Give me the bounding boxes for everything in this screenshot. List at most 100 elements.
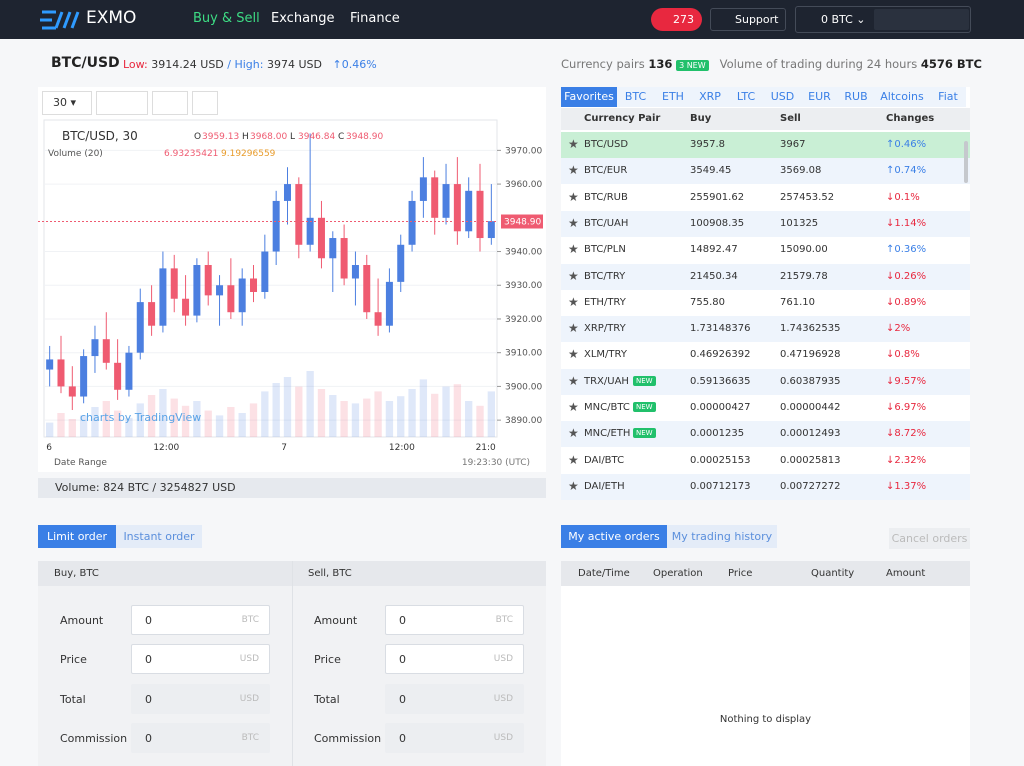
fullscreen-button[interactable] [192,91,218,115]
cancel-button[interactable]: Cancel orders [889,528,970,549]
sell: 3967 [780,139,806,150]
input[interactable]: 0 USD [385,644,524,675]
candle-body [374,312,382,326]
chart-type-button[interactable] [96,91,148,115]
favorite-star: ★ [568,163,579,178]
y-tick-label: 3920.00 [505,315,542,325]
account-box [874,9,969,30]
tab[interactable]: Instant order [116,525,202,548]
buy: 0.00025153 [690,454,751,466]
volume-bar [317,389,326,437]
market-tab[interactable]: XRP [692,87,728,107]
y-tick-label: 3960.00 [505,180,542,190]
candle-body [238,278,246,313]
favorite-star: ★ [568,426,579,441]
order-form: Buy, BTC Amount 0 BTC Price 0 USD Total 0 USD Comm… [38,561,546,766]
nav-link[interactable]: Exchange [271,11,335,26]
new-tag: NEW [633,375,656,386]
column-header: Sell [780,113,801,124]
market-tab[interactable]: LTC [728,87,764,107]
favorite-star: ★ [568,189,579,204]
nav-link[interactable]: Buy & Sell [193,11,260,26]
candle-body [136,302,144,353]
low-label: Low: [123,58,148,71]
market-row[interactable]: ★ XLM/TRY 0.46926392 0.47196928 ↓0.8% [561,342,970,369]
market-row[interactable]: ★ TRX/UAH NEW 0.59136635 0.60387935 ↓9.57% [561,368,970,395]
market-tab[interactable]: Altcoins [874,87,930,107]
market-row[interactable]: ★ DAI/ETH 0.00712173 0.00727272 ↓1.37% [561,473,970,500]
volume-bar [215,415,224,437]
change: ↓0.8% [886,349,920,361]
sell: 3569.08 [780,165,822,177]
input-value: 0 [399,692,406,706]
market-row[interactable]: ★ MNC/ETH NEW 0.0001235 0.00012493 ↓8.72% [561,421,970,448]
indicators-button[interactable] [152,91,188,115]
interval-select[interactable]: 30 ▾ [42,91,92,115]
support-button[interactable]: Support [710,8,786,31]
buy: 0.59136635 [690,375,751,387]
new-badge: 3 NEW [676,60,709,71]
candle-body [272,200,280,252]
input[interactable]: 0 BTC [385,605,524,635]
volume-bar [385,401,394,437]
market-row[interactable]: ★ BTC/UAH 100908.35 101325 ↓1.14% [561,210,970,237]
market-row[interactable]: ★ BTC/USD 3957.8 3967 ↑0.46% [561,132,970,158]
market-tab[interactable]: USD [764,87,801,107]
field-label: Total [314,692,340,706]
input-value: 0 [145,653,152,667]
candle-body [487,221,495,239]
sell: 0.00727272 [780,480,841,492]
market-tab[interactable]: RUB [838,87,874,107]
market-row[interactable]: ★ BTC/EUR 3549.45 3569.08 ↑0.74% [561,158,970,185]
ohlc-key: L [290,132,295,142]
input: 0 USD [385,683,524,714]
candle-body [193,265,201,316]
watermark: charts by TradingView [80,411,201,424]
pair: MNC/BTC [584,402,630,413]
column-header: Operation [653,568,703,579]
volume-bar [363,398,371,437]
sell: 15090.00 [780,244,828,256]
date-range: Date Range [54,458,107,468]
candle-body [68,386,76,397]
volume-bar [125,417,133,437]
tab[interactable]: Limit order [38,525,116,548]
input[interactable]: 0 BTC [131,605,270,635]
market-row[interactable]: ★ BTC/TRY 21450.34 21579.78 ↓0.26% [561,263,970,290]
change: ↑0.74% [886,165,927,177]
candle-body [227,285,235,313]
market-tab[interactable]: ETH [654,87,692,107]
market-row[interactable]: ★ ETH/TRY 755.80 761.10 ↓0.89% [561,289,970,316]
balance-dropdown[interactable]: 0 BTC ⌄ [795,6,971,33]
volume-bar [295,386,303,437]
market-tab[interactable]: BTC [617,87,654,107]
market-tab[interactable]: EUR [801,87,838,107]
logo-text: EXMO [86,8,137,28]
input: 0 USD [131,683,270,714]
column-header: Buy [690,113,712,124]
favorite-star: ★ [568,294,579,309]
nav-link[interactable]: Finance [350,11,400,26]
market-row[interactable]: ★ BTC/RUB 255901.62 257453.52 ↓0.1% [561,184,970,211]
volume-bar [91,407,99,437]
logo-icon [40,10,80,30]
pairs-label: Currency pairs [561,57,645,71]
tab[interactable]: My active orders [561,525,667,548]
market-row[interactable]: ★ XRP/TRY 1.73148376 1.74362535 ↓2% [561,316,970,343]
tab[interactable]: My trading history [667,525,777,548]
volume-bar [204,410,212,437]
notifications[interactable]: 273 [651,8,702,31]
y-tick-label: 3910.00 [505,349,542,359]
market-tab[interactable]: Fiat [930,87,966,107]
candlestick-chart: 3970.00 3960.00 3940.00 3930.00 3920.00 3910.… [38,119,543,468]
market-row[interactable]: ★ MNC/BTC NEW 0.00000427 0.00000442 ↓6.97% [561,395,970,421]
input[interactable]: 0 USD [131,644,270,675]
input-unit: USD [239,654,259,665]
candle-body [114,362,122,390]
candle-body [476,190,484,239]
market-tab[interactable]: Favorites [561,87,617,107]
candle-body [46,359,54,370]
market-row[interactable]: ★ BTC/PLN 14892.47 15090.00 ↑0.36% [561,237,970,264]
market-row[interactable]: ★ DAI/BTC 0.00025153 0.00025813 ↓2.32% [561,447,970,474]
change: ↓2% [886,323,911,335]
